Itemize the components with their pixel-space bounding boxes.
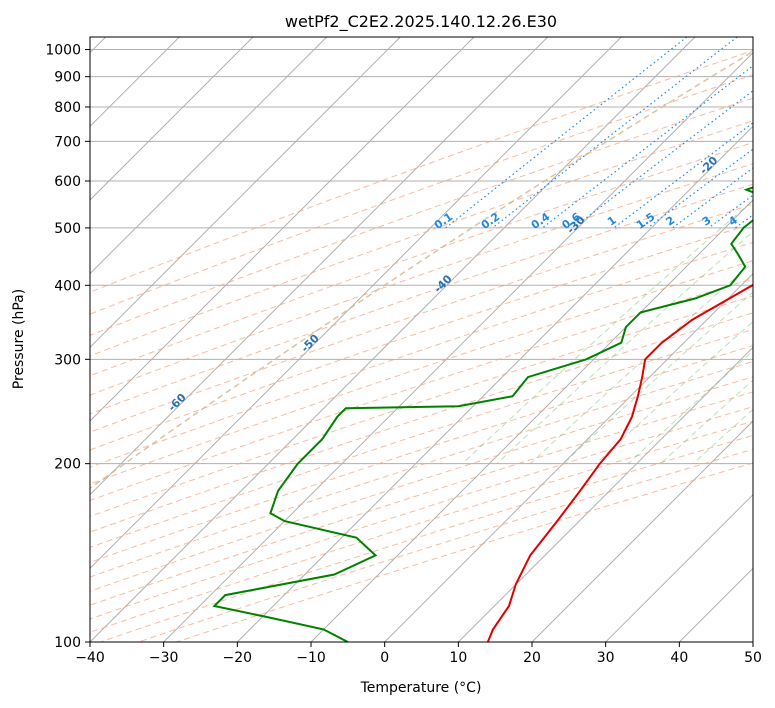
isotherm-label: -60 bbox=[166, 391, 189, 414]
dry-adiabat-line bbox=[90, 50, 753, 293]
dry-adiabat-line bbox=[90, 345, 753, 563]
mixing-ratio-line bbox=[647, 148, 753, 229]
isotherm-line bbox=[90, 37, 622, 570]
x-tick-label: 0 bbox=[380, 650, 389, 666]
moist-adiabat-line bbox=[529, 261, 753, 465]
x-tick-label: 30 bbox=[597, 650, 615, 666]
moist-adiabat-line bbox=[562, 291, 753, 465]
y-tick-label: 500 bbox=[54, 221, 81, 237]
isotherm-line bbox=[163, 51, 753, 642]
isotherm-line bbox=[384, 272, 753, 642]
dry-adiabat-line bbox=[175, 462, 753, 642]
mixing-ratio-lines bbox=[445, 37, 753, 229]
dry-adiabat-line bbox=[90, 260, 753, 485]
mixing-ratio-label: 4 bbox=[726, 213, 740, 228]
mixing-ratio-label: 1.5 bbox=[634, 210, 657, 232]
mixing-ratio-line bbox=[613, 122, 753, 229]
x-tick-label: 40 bbox=[670, 650, 688, 666]
dry-adiabat-line bbox=[90, 203, 753, 433]
y-tick-label: 1000 bbox=[45, 43, 81, 59]
isotherm-line bbox=[752, 641, 753, 642]
isotherm-line bbox=[90, 37, 401, 349]
isotherm-label: -20 bbox=[697, 154, 720, 177]
isotherm-line bbox=[90, 37, 475, 422]
moist-adiabat-line bbox=[462, 199, 753, 465]
y-tick-label: 800 bbox=[54, 100, 81, 116]
isotherm-line bbox=[678, 567, 753, 642]
y-tick-label: 200 bbox=[54, 457, 81, 473]
x-tick-label: 20 bbox=[523, 650, 541, 666]
isotherm-label: -40 bbox=[431, 272, 454, 295]
dry-adiabat-line bbox=[90, 420, 753, 633]
y-tick-label: 300 bbox=[54, 352, 81, 368]
y-tick-label: 900 bbox=[54, 70, 81, 86]
dry-adiabat-line bbox=[90, 74, 753, 315]
isotherm-line bbox=[531, 420, 753, 642]
mixing-ratio-label: 6 bbox=[765, 213, 775, 228]
moist-adiabat-line bbox=[595, 320, 753, 465]
x-axis-label: Temperature (°C) bbox=[360, 680, 482, 696]
dry-adiabat-line bbox=[90, 376, 753, 592]
x-tick-label: 10 bbox=[449, 650, 467, 666]
mixing-ratio-line bbox=[492, 37, 738, 229]
y-tick-label: 400 bbox=[54, 278, 81, 294]
isotherm-line bbox=[236, 125, 753, 642]
isotherm-line bbox=[90, 37, 696, 642]
x-tick-label: −30 bbox=[149, 650, 179, 666]
x-tick-label: −10 bbox=[296, 650, 326, 666]
x-axis-ticks: −40 −30 −20 −10 0 10 20 30 40 50 bbox=[75, 642, 762, 666]
mixing-ratio-label: 1 bbox=[605, 214, 619, 229]
isotherm-line bbox=[90, 37, 549, 496]
isotherm-label: -70 bbox=[33, 450, 56, 473]
isotherm-label: -50 bbox=[299, 331, 322, 354]
mixing-ratio-line bbox=[445, 37, 688, 229]
y-axis-label: Pressure (hPa) bbox=[11, 289, 27, 389]
isotherm-line bbox=[605, 493, 753, 642]
pressure-gridlines bbox=[90, 49, 753, 642]
mixing-ratio-label: 2 bbox=[664, 214, 678, 229]
isotherm-line bbox=[90, 37, 328, 275]
mixing-ratio-labels: 0.10.20.40.611.52346810131620253036 bbox=[432, 210, 775, 232]
dry-adiabat-line bbox=[90, 120, 753, 357]
y-tick-label: 600 bbox=[54, 174, 81, 190]
isotherm-line bbox=[457, 346, 753, 642]
isotherm-line bbox=[310, 199, 753, 642]
dry-adiabat-line bbox=[90, 312, 753, 533]
dry-adiabat-lines bbox=[90, 50, 753, 642]
plot-frame bbox=[89, 36, 754, 643]
dry-adiabat-line bbox=[90, 97, 753, 336]
mixing-ratio-label: 0.2 bbox=[479, 210, 502, 232]
moist-adiabat-lines bbox=[462, 199, 753, 465]
isotherm-line bbox=[90, 37, 254, 201]
temperature-profile-line bbox=[486, 283, 753, 642]
chart-title: wetPf2_C2E2.2025.140.12.26.E30 bbox=[285, 12, 557, 32]
mixing-ratio-line bbox=[672, 167, 753, 229]
dry-adiabat-line bbox=[136, 448, 753, 642]
mixing-ratio-label: 0.4 bbox=[529, 210, 553, 232]
moist-adiabat-line bbox=[692, 408, 753, 465]
dry-adiabat-line bbox=[90, 295, 753, 518]
y-tick-label: 700 bbox=[54, 134, 81, 150]
mixing-ratio-line bbox=[572, 89, 753, 229]
x-tick-label: −20 bbox=[223, 650, 253, 666]
y-axis-ticks: 100 200 300 400 500 600 700 800 900 1000 bbox=[45, 43, 90, 651]
parcel-reference-curve bbox=[90, 50, 753, 490]
x-tick-label: −40 bbox=[75, 650, 105, 666]
y-tick-label: 100 bbox=[54, 635, 81, 651]
x-tick-label: 50 bbox=[744, 650, 762, 666]
isotherm-lines bbox=[90, 37, 753, 642]
dry-adiabat-line bbox=[90, 391, 753, 606]
dewpoint-profile-line bbox=[212, 186, 753, 642]
